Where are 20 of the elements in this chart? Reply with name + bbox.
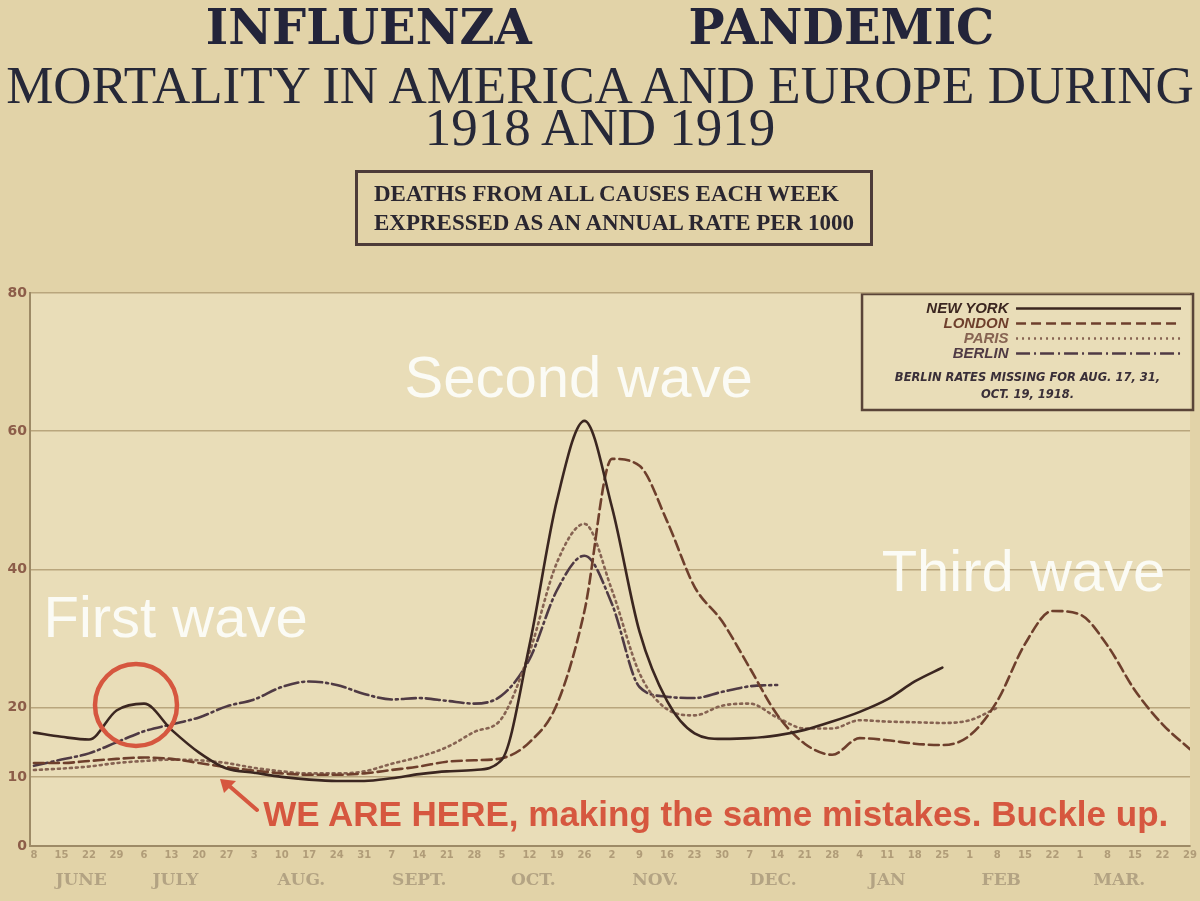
y-tick-label: 10 (7, 767, 28, 784)
y-tick-label: 0 (17, 836, 28, 853)
chart-subtitle: MORTALITY IN AMERICA AND EUROPE DURING 1918 AND 1919 (5, 56, 1195, 156)
line-series (32, 554, 779, 768)
text: BERLIN (952, 343, 1010, 361)
annotation: First wave (43, 583, 308, 649)
text: NEW YORK (926, 298, 1010, 316)
y-tick-label: 60 (7, 421, 28, 438)
text: PARIS (963, 328, 1009, 346)
annotation: Third wave (881, 538, 1166, 604)
y-tick-label: 20 (7, 698, 28, 715)
y-tick-label: 80 (7, 283, 28, 300)
text: LONDON (943, 313, 1010, 331)
annotation: Second wave (404, 343, 753, 409)
annotation: WE ARE HERE, making the same mistakes. Buckle up. (263, 793, 1169, 833)
chart-title: INFLUENZA PANDEMIC (204, 0, 996, 55)
annotation: BERLIN RATES MISSING FOR AUG. 17, 31, OCT. 19, 1918. (894, 369, 1161, 401)
y-tick-label: 40 (7, 560, 28, 577)
line-series (32, 457, 1191, 777)
y-axis-title: DEATHS FROM ALL CAUSES EACH WEEK EXPRESSED AS AN ANNUAL RATE PER 1000 (354, 170, 874, 246)
